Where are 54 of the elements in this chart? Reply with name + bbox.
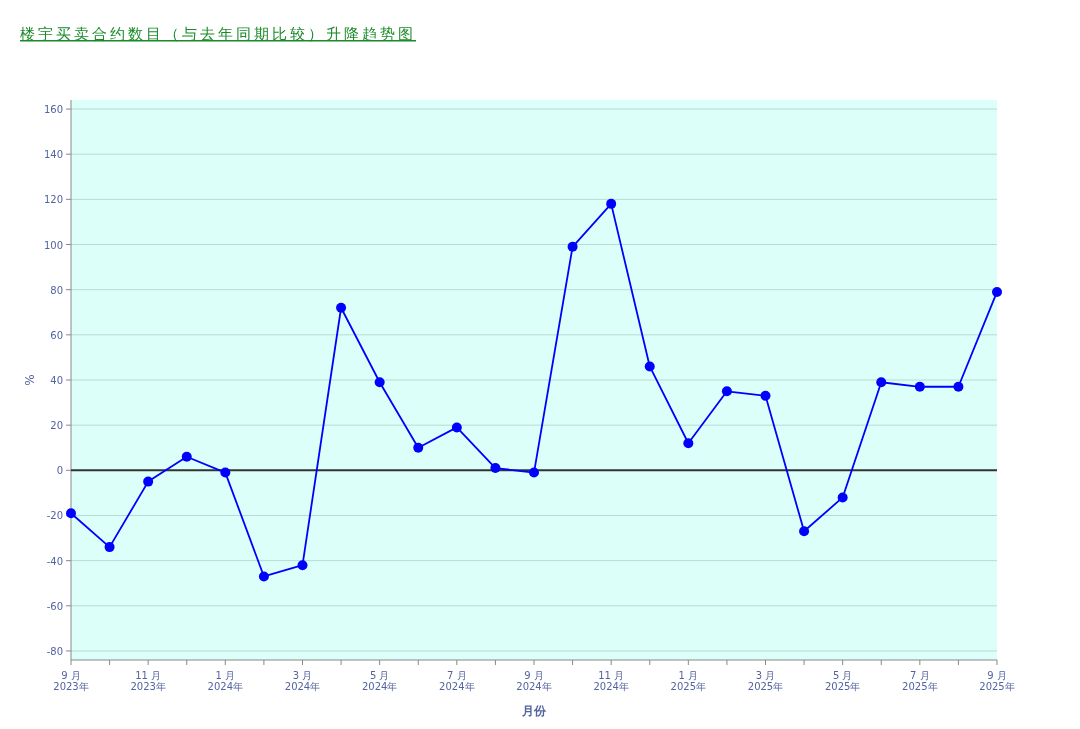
point [220,467,231,478]
point [66,508,76,519]
x-tick-label: 1 月 2025年 [670,670,707,692]
y-tick-label: 120 [43,194,63,206]
y-tick-label: 80 [50,284,63,296]
x-tick-label: 11 月 2024年 [593,670,629,692]
y-tick-label: 0 [56,465,63,477]
y-tick-label: 140 [43,149,63,161]
x-tick-label: 3 月 2024年 [284,670,321,692]
point [721,386,732,397]
y-tick-label: -60 [46,600,63,612]
x-tick-label: 7 月 2025年 [902,670,938,692]
point [258,571,269,582]
x-tick-label: 1 月 2024年 [207,670,244,692]
y-tick-label: 60 [50,329,63,341]
point [490,463,501,474]
point [104,542,115,553]
y-tick-label: -20 [46,510,63,522]
point [336,302,347,313]
x-tick-label: 7 月 2024年 [439,670,475,692]
point [529,467,539,478]
point [413,442,424,453]
y-tick-label: 160 [43,104,63,116]
point [644,361,655,372]
y-axis-title: % [23,374,37,386]
point [143,476,154,487]
point [837,492,848,503]
x-axis-title: 月份 [521,704,547,718]
point [953,381,964,392]
point [760,390,771,401]
y-tick-label: 100 [43,239,63,251]
point [181,451,192,462]
x-tick-label: 11 月 2023年 [130,670,166,692]
y-tick-label: -40 [46,555,63,567]
x-tick-label: 5 月 2025年 [824,670,861,692]
point [297,560,308,571]
point [374,377,385,388]
x-tick-label: 9 月 2023年 [53,670,89,692]
y-tick-label: 20 [50,420,63,432]
point [567,241,578,252]
x-tick-label: 3 月 2025年 [747,670,784,692]
y-tick-label: 40 [50,375,63,386]
y-tick-label: -80 [46,645,63,657]
x-tick-label: 9 月 2025年 [979,670,1015,692]
chart-title: 楼宇买卖合约数目（与去年同期比较）升降趋势图 [20,25,416,43]
x-tick-label: 5 月 2024年 [361,670,398,692]
point [799,526,810,537]
point [914,381,925,392]
point [683,438,694,449]
point [451,422,462,433]
x-tick-label: 9 月 2024年 [516,670,552,692]
point [992,286,1002,297]
point [876,377,887,388]
point [606,198,617,209]
